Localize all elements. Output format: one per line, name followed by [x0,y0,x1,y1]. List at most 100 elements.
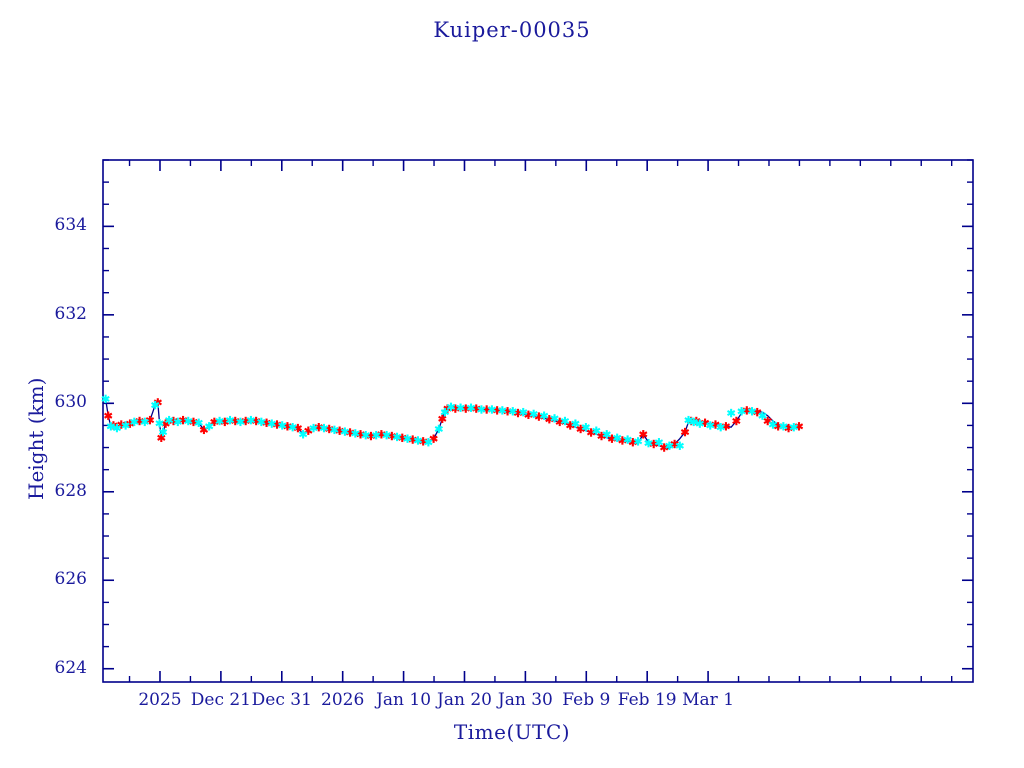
plot-frame [102,159,974,683]
marker-cyan-markers [477,405,486,414]
marker-cyan-markers [498,406,507,415]
marker-cyan-markers [716,422,725,432]
marker-cyan-markers [319,423,329,433]
marker-cyan-markers [330,425,339,435]
x-tick-label: Dec 21 [190,690,251,710]
marker-cyan-markers [633,437,643,446]
x-tick-label: Feb 9 [562,690,611,710]
marker-cyan-markers [288,422,297,432]
marker-cyan-markers [101,394,110,404]
marker-cyan-markers [623,435,632,444]
marker-cyan-markers [413,436,423,445]
marker-cyan-markers [456,403,465,412]
y-tick-label: 626 [54,569,87,590]
marker-cyan-markers [706,421,715,430]
marker-red-markers [157,433,166,443]
marker-red-markers [670,439,679,449]
marker-cyan-markers [236,417,245,427]
marker-cyan-markers [571,419,580,428]
marker-cyan-markers [434,424,443,434]
marker-cyan-markers [644,438,653,448]
marker-cyan-markers [581,422,591,432]
y-tick-label: 630 [54,392,87,413]
marker-cyan-markers [151,400,160,410]
marker-red-markers [659,443,669,452]
marker-cyan-markers [768,420,778,429]
marker-cyan-markers [351,429,360,438]
marker-red-markers [639,430,648,439]
marker-cyan-markers [140,417,149,427]
marker-cyan-markers [424,438,433,447]
marker-cyan-markers [372,430,381,440]
marker-cyan-markers [155,419,164,428]
chart-title: Kuiper-00035 [433,18,591,42]
marker-red-markers [680,427,690,437]
marker-cyan-markers [403,434,412,443]
marker-cyan-markers [340,427,350,436]
marker-cyan-markers [298,430,308,439]
marker-cyan-markers [487,405,497,414]
marker-red-markers [576,424,585,434]
y-tick-label: 634 [54,215,87,236]
marker-cyan-markers [446,402,456,412]
marker-cyan-markers [539,411,549,420]
x-tick-label: Jan 20 [437,690,492,710]
y-tick-label: 632 [54,303,87,324]
marker-cyan-markers [278,421,287,430]
marker-cyan-markers [550,414,559,423]
marker-cyan-markers [508,407,517,416]
marker-cyan-markers [779,422,788,431]
marker-cyan-markers [665,441,674,450]
marker-cyan-markers [382,430,391,440]
x-tick-label: Dec 31 [251,690,312,710]
marker-cyan-markers [246,415,256,425]
marker-cyan-markers [519,407,528,417]
marker-cyan-markers [194,418,203,427]
marker-cyan-markers [613,433,622,443]
marker-cyan-markers [758,411,767,420]
x-axis-label: Time(UTC) [453,720,571,744]
marker-cyan-markers [267,419,276,428]
marker-cyan-markers [106,422,115,431]
marker-cyan-markers [684,415,693,425]
y-tick-label: 624 [54,657,87,678]
marker-cyan-markers [361,430,370,440]
marker-red-markers [104,411,113,420]
marker-cyan-markers [654,438,664,447]
marker-cyan-markers [440,407,450,417]
marker-cyan-markers [392,432,402,442]
marker-cyan-markers [689,417,698,427]
x-tick-label: 2025 [138,690,182,710]
marker-cyan-markers [184,416,193,426]
x-tick-label: Feb 19 [617,690,677,710]
marker-cyan-markers [158,427,168,437]
marker-cyan-markers [726,408,736,418]
marker-cyan-markers [529,409,538,419]
marker-cyan-markers [130,417,139,427]
marker-cyan-markers [675,441,684,450]
marker-cyan-markers [164,415,174,425]
x-tick-label: Mar 1 [682,690,735,710]
marker-cyan-markers [173,417,182,427]
marker-cyan-markers [747,407,757,416]
marker-red-markers [732,416,741,426]
marker-red-markers [566,421,575,430]
marker-red-markers [597,431,606,441]
x-tick-label: Jan 10 [376,690,432,710]
marker-cyan-markers [695,419,704,428]
y-tick-label: 628 [54,480,87,501]
x-tick-label: 2026 [321,690,365,710]
marker-cyan-markers [560,416,570,426]
marker-red-markers [586,428,596,437]
marker-cyan-markers [602,430,611,439]
marker-cyan-markers [225,415,235,425]
marker-red-markers [438,414,447,423]
marker-cyan-markers [737,407,746,416]
marker-cyan-markers [204,422,214,431]
marker-cyan-markers [789,422,798,432]
marker-red-markers [145,415,155,425]
marker-cyan-markers [215,416,224,426]
marker-cyan-markers [112,423,122,433]
